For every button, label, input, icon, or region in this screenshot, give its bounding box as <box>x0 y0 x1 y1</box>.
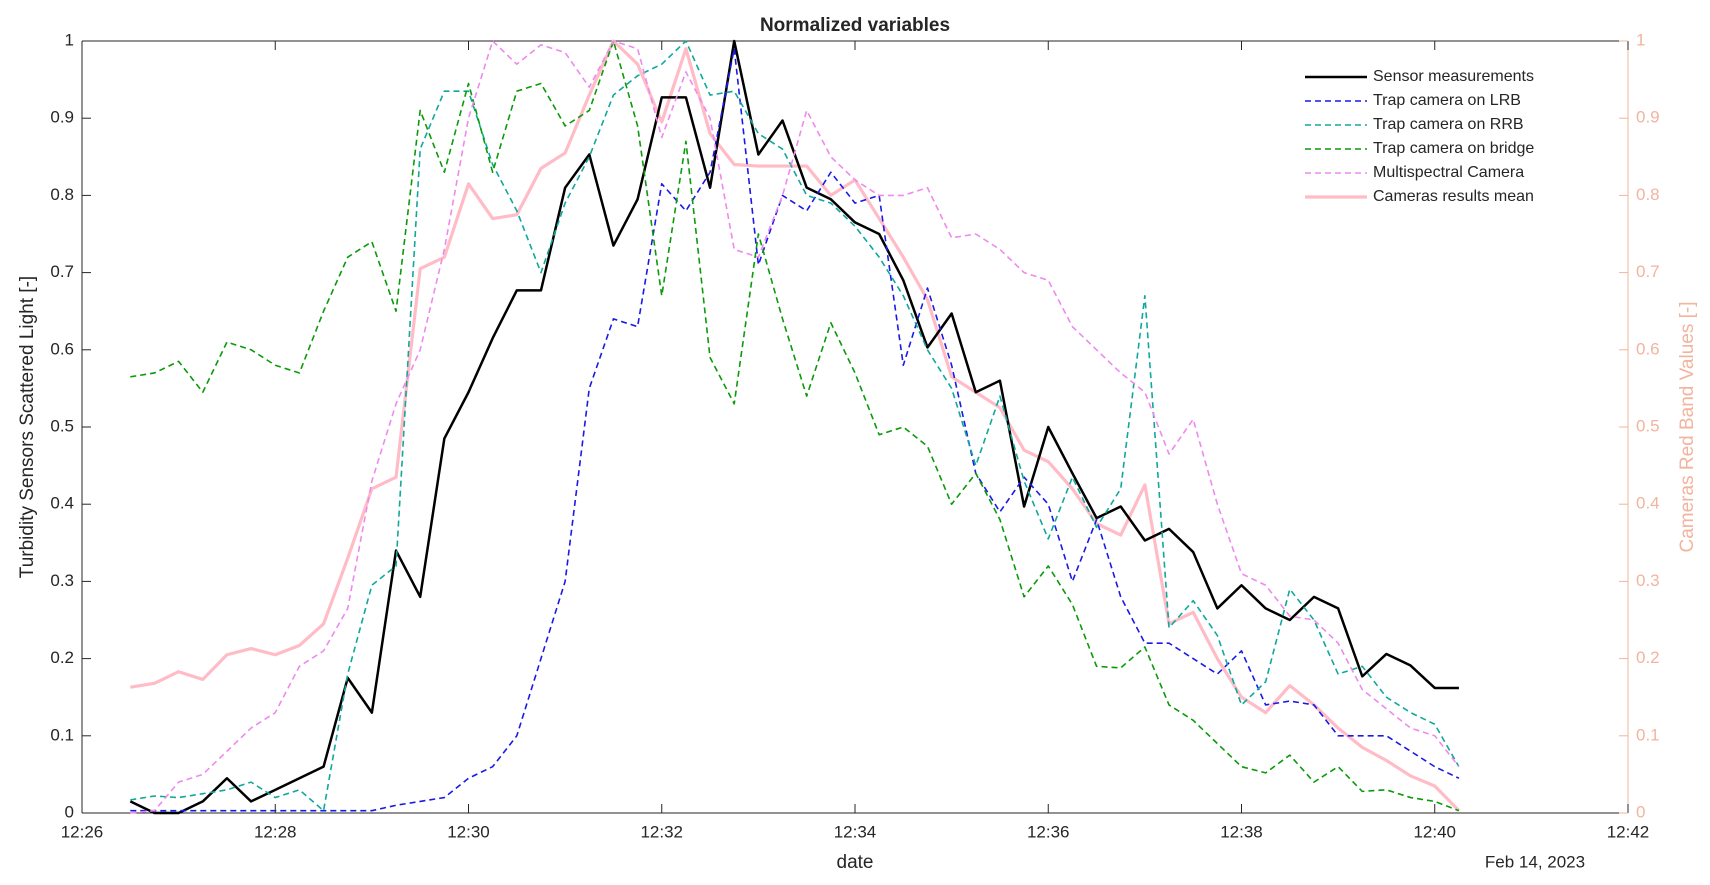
x-tick-label: 12:42 <box>1607 822 1650 841</box>
legend-label: Cameras results mean <box>1373 188 1534 205</box>
series-line <box>130 40 1460 814</box>
x-tick-label: 12:34 <box>834 822 877 841</box>
legend-label: Trap camera on LRB <box>1373 92 1521 109</box>
series-line <box>130 40 1460 812</box>
chart-title: Normalized variables <box>760 15 950 36</box>
y-tick-label: 0.4 <box>50 494 74 513</box>
y2-tick-label: 0.9 <box>1636 108 1660 127</box>
y-tick-label: 0.2 <box>50 648 74 667</box>
y2-tick-label: 0.4 <box>1636 494 1660 513</box>
series-line <box>130 40 1460 812</box>
legend-label: Trap camera on bridge <box>1373 140 1534 157</box>
y2-tick-label: 0.6 <box>1636 339 1660 358</box>
y2-tick-label: 0.7 <box>1636 262 1660 281</box>
y2-tick-label: 0.2 <box>1636 648 1660 667</box>
y2-tick-label: 1 <box>1636 30 1645 49</box>
y2-tick-label: 0.5 <box>1636 416 1660 435</box>
series-line <box>130 47 1460 812</box>
y2-tick-label: 0.8 <box>1636 185 1660 204</box>
x-tick-label: 12:36 <box>1027 822 1070 841</box>
y2-tick-label: 0.1 <box>1636 725 1660 744</box>
x-tick-label: 12:30 <box>447 822 490 841</box>
y-axis-label: Turbidity Sensors Scattered Light [-] <box>17 276 38 578</box>
y-tick-label: 0.6 <box>50 339 74 358</box>
x-tick-label: 12:28 <box>254 822 297 841</box>
y-tick-label: 0.5 <box>50 416 74 435</box>
x-tick-label: 12:32 <box>640 822 683 841</box>
x-axis-label: date <box>837 852 874 873</box>
legend-label: Trap camera on RRB <box>1373 116 1524 133</box>
series-line <box>130 39 1461 812</box>
y-tick-label: 0.7 <box>50 262 74 281</box>
y-tick-label: 0 <box>65 802 74 821</box>
legend-label: Multispectral Camera <box>1373 164 1524 181</box>
legend-label: Sensor measurements <box>1373 68 1534 85</box>
x-tick-label: 12:38 <box>1220 822 1263 841</box>
x-tick-label: 12:40 <box>1413 822 1456 841</box>
x-tick-label: 12:26 <box>61 822 104 841</box>
y-tick-label: 0.9 <box>50 108 74 127</box>
date-label: Feb 14, 2023 <box>1485 852 1585 871</box>
y-tick-label: 0.1 <box>50 725 74 744</box>
y-tick-label: 0.3 <box>50 571 74 590</box>
y2-tick-label: 0.3 <box>1636 571 1660 590</box>
y-tick-label: 1 <box>65 30 74 49</box>
y-tick-label: 0.8 <box>50 185 74 204</box>
y2-tick-label: 0 <box>1636 802 1645 821</box>
y2-axis-label: Cameras Red Band Values [-] <box>1677 302 1698 553</box>
